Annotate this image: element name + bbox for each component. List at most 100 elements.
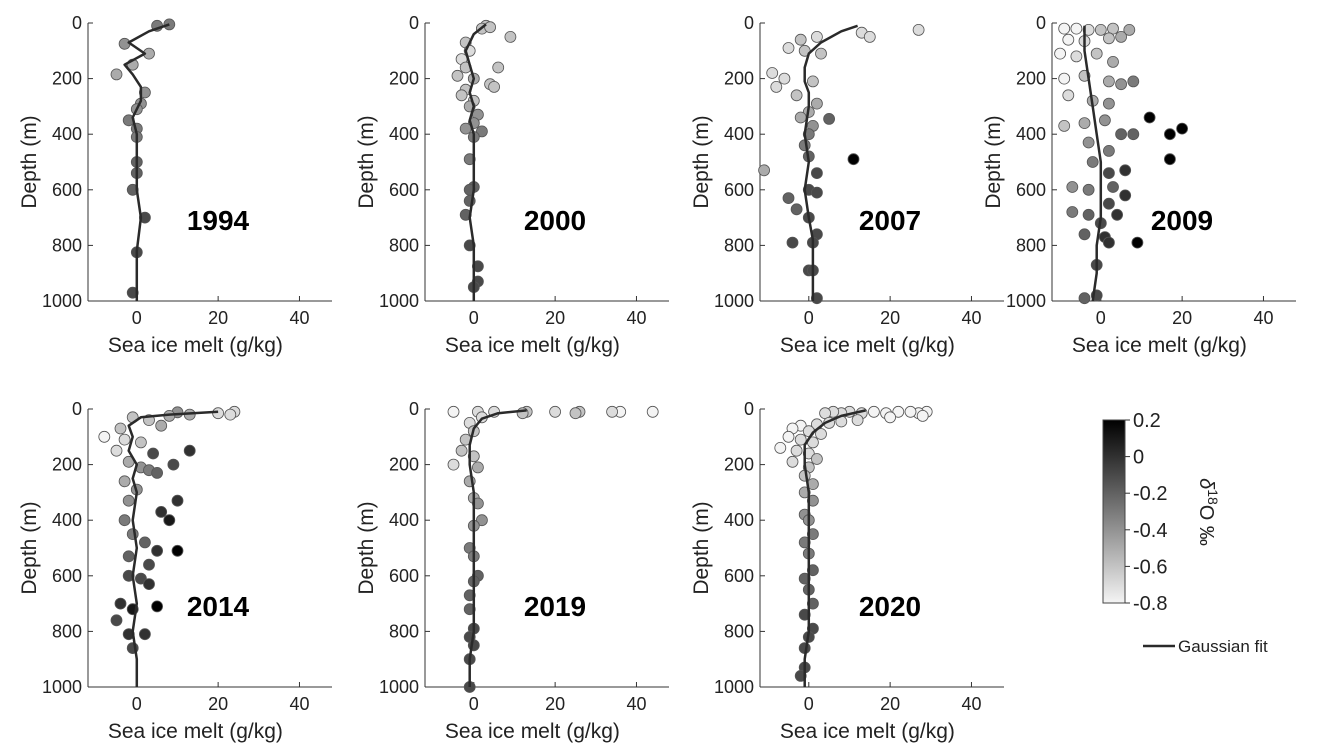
- data-point: [790, 203, 803, 216]
- data-point: [504, 31, 517, 43]
- x-tick-label: 40: [626, 694, 646, 714]
- x-tick-label: 40: [289, 308, 309, 328]
- gaussian-fit-line: [123, 23, 170, 301]
- data-point: [151, 544, 164, 557]
- x-axis-title: Sea ice melt (g/kg): [1072, 334, 1247, 357]
- data-point: [912, 23, 925, 36]
- data-point: [758, 164, 770, 177]
- data-point: [1119, 189, 1132, 202]
- data-point: [1103, 167, 1115, 180]
- data-point: [155, 419, 168, 432]
- data-point: [155, 505, 168, 518]
- panel-2009: 0 200 400 600 800 1000 0 20 40 Sea ice melt (g/kg…: [982, 13, 1296, 357]
- data-point: [1082, 183, 1095, 196]
- data-point: [138, 211, 151, 224]
- data-point: [794, 33, 807, 46]
- year-label: 2000: [524, 205, 586, 236]
- data-point: [224, 408, 237, 421]
- data-point: [811, 453, 823, 465]
- y-tick-label: 600: [52, 180, 82, 200]
- data-point: [459, 122, 472, 135]
- data-point: [171, 544, 184, 557]
- data-point: [134, 572, 147, 585]
- data-point: [807, 494, 819, 507]
- y-axis-title: Depth (m): [690, 501, 713, 594]
- data-point: [790, 89, 803, 102]
- data-point: [868, 405, 880, 418]
- x-tick-label: 20: [545, 308, 565, 328]
- y-tick-label: 1000: [42, 291, 82, 311]
- y-tick-label: 0: [409, 399, 419, 419]
- y-axis-title: Depth (m): [690, 115, 713, 208]
- data-point: [1054, 47, 1066, 60]
- y-tick-label: 0: [72, 13, 82, 33]
- x-tick-label: 20: [880, 308, 900, 328]
- x-tick-label: 0: [1096, 308, 1106, 328]
- colorbar-tick-label: -0.2: [1133, 483, 1167, 505]
- y-tick-label: 800: [52, 621, 82, 641]
- x-axis-title: Sea ice melt (g/kg): [780, 334, 955, 357]
- data-point: [770, 81, 783, 93]
- x-axis-title: Sea ice melt (g/kg): [108, 720, 283, 743]
- gaussian-fit-line: [803, 24, 858, 301]
- data-point: [811, 167, 823, 180]
- y-tick-label: 1000: [1006, 291, 1046, 311]
- data-point: [463, 153, 476, 166]
- y-tick-label: 1000: [379, 291, 419, 311]
- data-point: [811, 186, 823, 199]
- y-tick-label: 200: [52, 455, 82, 475]
- data-point: [118, 475, 131, 488]
- data-point: [1082, 208, 1095, 221]
- data-point: [471, 497, 484, 510]
- y-tick-label: 1000: [714, 291, 754, 311]
- data-point: [1066, 206, 1079, 218]
- data-point: [549, 405, 561, 418]
- data-point: [484, 21, 497, 34]
- data-point: [1176, 122, 1188, 135]
- data-point: [492, 61, 505, 74]
- colorbar: 0.2 0 -0.2 -0.4 -0.6 -0.8 δ18O ‰: [1102, 410, 1221, 615]
- year-label: 2019: [524, 591, 586, 622]
- y-tick-label: 600: [1016, 180, 1046, 200]
- y-tick-label: 600: [724, 566, 754, 586]
- data-point: [782, 42, 795, 54]
- data-point: [447, 458, 460, 471]
- data-point: [114, 422, 127, 435]
- panel-2007: 0 200 400 600 800 1000 0 20 40 Sea ice melt (g/kg…: [690, 13, 1004, 357]
- data-point: [475, 125, 488, 138]
- x-tick-label: 0: [132, 694, 142, 714]
- data-point: [569, 407, 582, 420]
- data-point: [1127, 75, 1140, 88]
- x-tick-label: 40: [961, 694, 981, 714]
- y-tick-label: 400: [52, 124, 82, 144]
- data-point: [183, 444, 196, 457]
- data-point: [774, 441, 787, 454]
- y-axis-title: Depth (m): [18, 115, 41, 208]
- x-axis-title: Sea ice melt (g/kg): [445, 334, 620, 357]
- data-point: [143, 578, 155, 590]
- data-point: [1082, 136, 1095, 149]
- colorbar-tick-label: 0.2: [1133, 410, 1161, 432]
- gaussian-fit-line: [803, 409, 866, 687]
- x-tick-label: 20: [1172, 308, 1192, 328]
- data-point: [892, 405, 905, 418]
- year-label: 2014: [187, 591, 250, 622]
- colorbar-ticks: 0.2 0 -0.2 -0.4 -0.6 -0.8: [1125, 410, 1167, 615]
- data-point: [1131, 236, 1144, 249]
- x-tick-label: 0: [132, 308, 142, 328]
- data-point: [471, 461, 484, 474]
- x-axis-title: Sea ice melt (g/kg): [108, 334, 283, 357]
- colorbar-title-sup: 18: [1205, 489, 1221, 505]
- data-point: [606, 405, 618, 418]
- y-tick-label: 0: [72, 399, 82, 419]
- y-tick-label: 200: [52, 69, 82, 89]
- y-tick-label: 200: [1016, 69, 1046, 89]
- colorbar-tick-label: -0.8: [1133, 593, 1167, 615]
- colorbar-tick-label: -0.4: [1133, 520, 1167, 542]
- x-tick-label: 0: [804, 308, 814, 328]
- y-tick-label: 0: [1036, 13, 1046, 33]
- year-label: 2020: [859, 591, 921, 622]
- data-point: [778, 72, 791, 85]
